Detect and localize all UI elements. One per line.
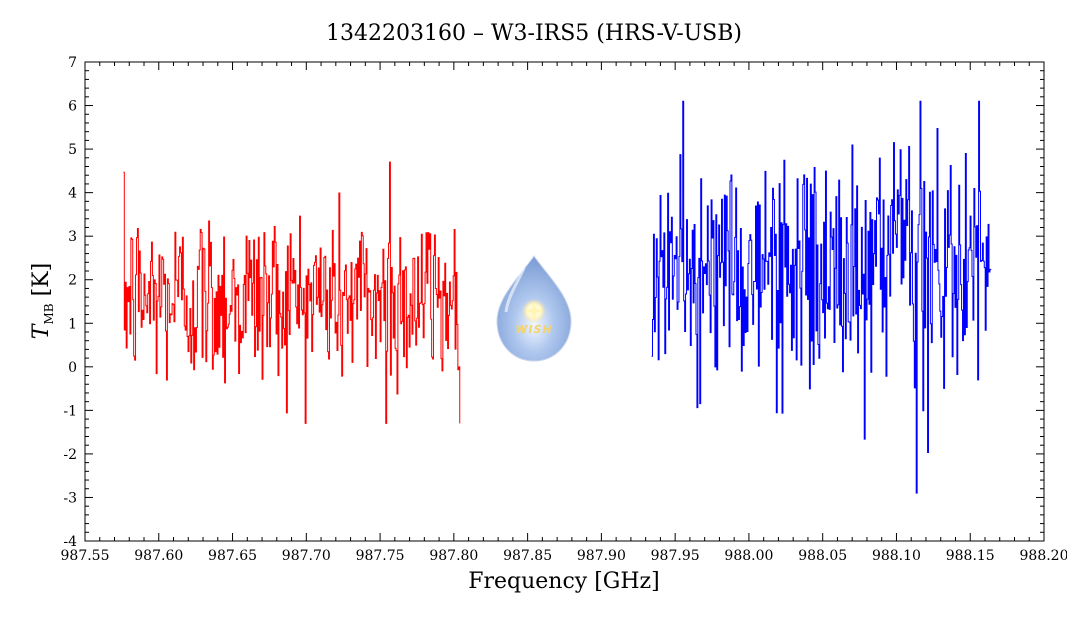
y-axis: -4 -3 -2 -1 0 1 2 3 4 5 6 7 xyxy=(63,55,1044,550)
x-tick-label: 987.85 xyxy=(503,548,552,564)
x-tick-label: 987.70 xyxy=(282,548,331,564)
x-axis-label: Frequency [GHz] xyxy=(468,569,660,594)
y-tick-label: 4 xyxy=(68,186,77,202)
y-axis-label-sub: MB xyxy=(42,303,56,324)
y-tick-label: -1 xyxy=(63,403,77,419)
y-tick-label: 5 xyxy=(68,142,77,158)
x-tick-label: 988.05 xyxy=(798,548,847,564)
series-line-red xyxy=(123,161,461,424)
y-axis-label: TMB [K] xyxy=(29,263,56,339)
plot-frame xyxy=(84,61,1045,542)
x-tick-label: 987.80 xyxy=(429,548,478,564)
y-axis-label-unit: [K] xyxy=(29,263,54,297)
x-tick-label: 988.15 xyxy=(946,548,995,564)
y-tick-label: 3 xyxy=(68,229,77,245)
wish-logo: WISH xyxy=(496,255,572,362)
x-tick-label: 987.60 xyxy=(134,548,183,564)
y-tick-label: -3 xyxy=(63,490,77,506)
x-tick-label: 988.20 xyxy=(1020,548,1067,564)
star-icon xyxy=(525,302,543,320)
x-tick-label: 987.95 xyxy=(651,548,700,564)
y-tick-label: 6 xyxy=(68,99,77,115)
y-tick-label: 1 xyxy=(68,316,77,332)
x-tick-label: 988.00 xyxy=(724,548,773,564)
x-tick-label: 987.75 xyxy=(356,548,405,564)
x-tick-label: 987.90 xyxy=(577,548,626,564)
x-tick-label: 987.65 xyxy=(208,548,257,564)
logo-text: WISH xyxy=(515,323,552,336)
x-tick-label: 987.55 xyxy=(61,548,110,564)
y-tick-label: 7 xyxy=(68,55,77,71)
y-tick-label: 2 xyxy=(68,273,77,289)
series-line-blue xyxy=(651,100,992,494)
y-tick-label: -2 xyxy=(63,447,77,463)
x-axis: 987.55 987.60 987.65 987.70 987.75 987.80 987.… xyxy=(61,62,1067,564)
y-tick-label: 0 xyxy=(68,360,77,376)
x-tick-label: 988.10 xyxy=(872,548,921,564)
y-tick-label: -4 xyxy=(63,534,77,550)
y-axis-label-main: T xyxy=(29,322,54,339)
series-layer xyxy=(123,100,992,494)
chart-title: 1342203160 – W3-IRS5 (HRS-V-USB) xyxy=(326,21,742,46)
